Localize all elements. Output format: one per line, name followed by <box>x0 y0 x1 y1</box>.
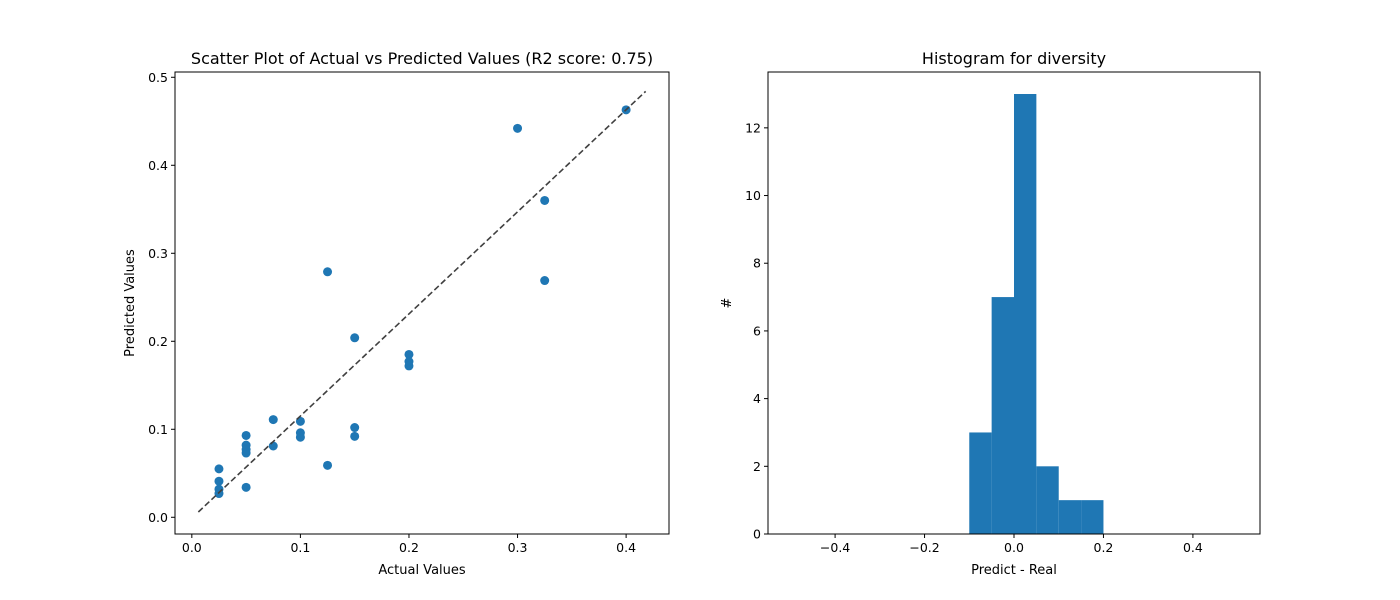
scatter-point <box>513 123 523 133</box>
scatter-y-tick-label: 0.2 <box>148 334 168 349</box>
scatter-x-axis-label: Actual Values <box>378 563 466 578</box>
scatter-point <box>241 482 251 492</box>
scatter-y-tick-label: 0.0 <box>148 510 168 525</box>
histogram-bar <box>991 297 1014 534</box>
histogram-x-tick-label: −0.2 <box>909 540 939 555</box>
scatter-y-axis-label: Predicted Values <box>123 249 138 357</box>
scatter-point <box>214 464 224 474</box>
histogram-y-axis-label: # <box>720 298 735 309</box>
histogram-x-axis-label: Predict - Real <box>971 563 1057 578</box>
histogram-bar <box>1058 500 1082 534</box>
histogram-y-tick-label: 4 <box>753 391 761 406</box>
histogram-bar <box>1036 466 1059 534</box>
histogram-y-tick-label: 10 <box>745 188 761 203</box>
histogram-y-tick-label: 12 <box>745 120 761 135</box>
scatter-point <box>295 432 305 442</box>
scatter-point <box>540 195 550 205</box>
histogram-x-tick-label: 0.0 <box>1004 540 1024 555</box>
scatter-title: Scatter Plot of Actual vs Predicted Valu… <box>191 49 653 68</box>
scatter-point <box>268 441 278 451</box>
scatter-ticks: 0.0 0.1 0.2 0.3 0.4 0.0 0.1 0.2 0.3 0.4 0.5 <box>148 70 636 555</box>
scatter-point <box>540 276 550 286</box>
scatter-point <box>350 333 360 343</box>
scatter-y-tick-label: 0.3 <box>148 246 168 261</box>
scatter-point <box>214 476 224 486</box>
histogram-title: Histogram for diversity <box>922 49 1106 68</box>
reference-diagonal-line <box>197 90 647 513</box>
scatter-point <box>404 361 414 371</box>
scatter-y-tick-label: 0.1 <box>148 422 168 437</box>
scatter-x-tick-label: 0.1 <box>290 540 310 555</box>
histogram-y-tick-label: 2 <box>753 459 761 474</box>
histogram-y-tick-label: 0 <box>753 527 761 542</box>
histogram-y-tick-label: 6 <box>753 323 761 338</box>
histogram-bar <box>1014 94 1037 534</box>
histogram-bar <box>1081 500 1104 534</box>
histogram-x-tick-label: −0.4 <box>820 540 850 555</box>
histogram-plot: Histogram for diversity −0.4 −0.2 0.0 0.2 0.… <box>720 49 1261 578</box>
scatter-y-tick-label: 0.5 <box>148 70 168 85</box>
scatter-y-tick-label: 0.4 <box>148 158 168 173</box>
histogram-bars <box>969 94 1104 534</box>
scatter-plot: Scatter Plot of Actual vs Predicted Valu… <box>123 49 670 578</box>
histogram-x-tick-label: 0.2 <box>1094 540 1114 555</box>
scatter-point <box>323 460 333 470</box>
scatter-point <box>323 267 333 277</box>
scatter-point <box>350 431 360 441</box>
scatter-point <box>404 349 414 359</box>
scatter-point <box>350 423 360 433</box>
scatter-x-tick-label: 0.4 <box>616 540 636 555</box>
scatter-x-tick-label: 0.3 <box>508 540 528 555</box>
histogram-ticks: −0.4 −0.2 0.0 0.2 0.4 0 2 4 6 8 10 12 <box>745 120 1203 555</box>
histogram-bar <box>969 432 992 534</box>
scatter-marks <box>197 90 647 513</box>
scatter-axes-frame <box>174 71 670 535</box>
scatter-x-tick-label: 0.2 <box>399 540 419 555</box>
scatter-point <box>241 448 251 458</box>
scatter-x-tick-label: 0.0 <box>182 540 202 555</box>
scatter-point <box>268 415 278 425</box>
histogram-y-tick-label: 8 <box>753 256 761 271</box>
scatter-point <box>241 430 251 440</box>
histogram-x-tick-label: 0.4 <box>1183 540 1203 555</box>
